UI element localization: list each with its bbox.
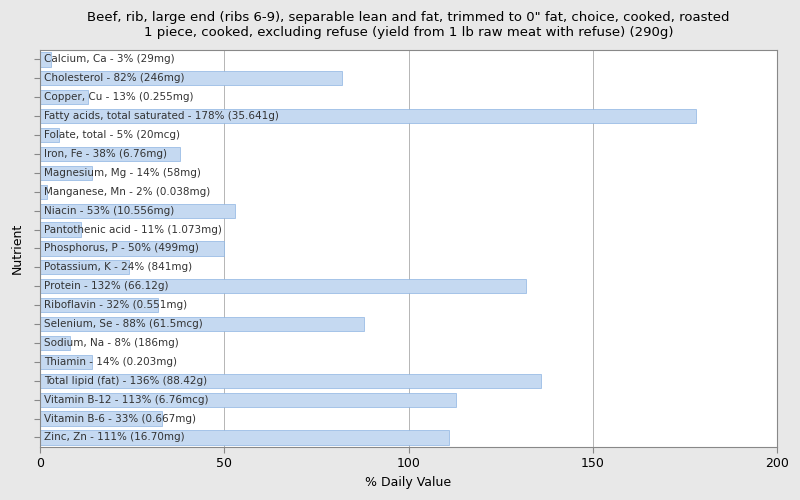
- Bar: [40, 204, 235, 218]
- Bar: [40, 260, 129, 274]
- Text: Protein - 132% (66.12g): Protein - 132% (66.12g): [44, 282, 168, 292]
- Text: Riboflavin - 32% (0.551mg): Riboflavin - 32% (0.551mg): [44, 300, 187, 310]
- Text: Pantothenic acid - 11% (1.073mg): Pantothenic acid - 11% (1.073mg): [44, 224, 222, 234]
- Bar: [40, 279, 526, 293]
- Text: Niacin - 53% (10.556mg): Niacin - 53% (10.556mg): [44, 206, 174, 216]
- Text: Thiamin - 14% (0.203mg): Thiamin - 14% (0.203mg): [44, 357, 177, 367]
- Y-axis label: Nutrient: Nutrient: [11, 223, 24, 274]
- Bar: [40, 222, 81, 236]
- Text: Vitamin B-6 - 33% (0.667mg): Vitamin B-6 - 33% (0.667mg): [44, 414, 196, 424]
- Bar: [40, 336, 70, 350]
- Text: Sodium, Na - 8% (186mg): Sodium, Na - 8% (186mg): [44, 338, 178, 348]
- Bar: [40, 430, 449, 444]
- Text: Calcium, Ca - 3% (29mg): Calcium, Ca - 3% (29mg): [44, 54, 174, 64]
- Text: Zinc, Zn - 111% (16.70mg): Zinc, Zn - 111% (16.70mg): [44, 432, 184, 442]
- Bar: [40, 392, 457, 407]
- Bar: [40, 355, 92, 369]
- Text: Fatty acids, total saturated - 178% (35.641g): Fatty acids, total saturated - 178% (35.…: [44, 111, 278, 121]
- Bar: [40, 128, 58, 142]
- Bar: [40, 90, 88, 104]
- Text: Magnesium, Mg - 14% (58mg): Magnesium, Mg - 14% (58mg): [44, 168, 201, 178]
- Bar: [40, 147, 180, 161]
- Bar: [40, 298, 158, 312]
- Text: Copper, Cu - 13% (0.255mg): Copper, Cu - 13% (0.255mg): [44, 92, 194, 102]
- Text: Selenium, Se - 88% (61.5mcg): Selenium, Se - 88% (61.5mcg): [44, 319, 202, 329]
- Text: Folate, total - 5% (20mcg): Folate, total - 5% (20mcg): [44, 130, 180, 140]
- Bar: [40, 184, 47, 199]
- Bar: [40, 109, 696, 123]
- Text: Cholesterol - 82% (246mg): Cholesterol - 82% (246mg): [44, 74, 184, 84]
- Text: Vitamin B-12 - 113% (6.76mcg): Vitamin B-12 - 113% (6.76mcg): [44, 394, 208, 404]
- Bar: [40, 374, 541, 388]
- X-axis label: % Daily Value: % Daily Value: [366, 476, 451, 489]
- Text: Manganese, Mn - 2% (0.038mg): Manganese, Mn - 2% (0.038mg): [44, 187, 210, 197]
- Bar: [40, 52, 51, 66]
- Title: Beef, rib, large end (ribs 6-9), separable lean and fat, trimmed to 0" fat, choi: Beef, rib, large end (ribs 6-9), separab…: [87, 11, 730, 39]
- Text: Potassium, K - 24% (841mg): Potassium, K - 24% (841mg): [44, 262, 192, 272]
- Text: Phosphorus, P - 50% (499mg): Phosphorus, P - 50% (499mg): [44, 244, 198, 254]
- Text: Iron, Fe - 38% (6.76mg): Iron, Fe - 38% (6.76mg): [44, 149, 166, 159]
- Bar: [40, 412, 162, 426]
- Bar: [40, 317, 364, 331]
- Bar: [40, 72, 342, 86]
- Text: Total lipid (fat) - 136% (88.42g): Total lipid (fat) - 136% (88.42g): [44, 376, 207, 386]
- Bar: [40, 166, 92, 180]
- Bar: [40, 242, 224, 256]
